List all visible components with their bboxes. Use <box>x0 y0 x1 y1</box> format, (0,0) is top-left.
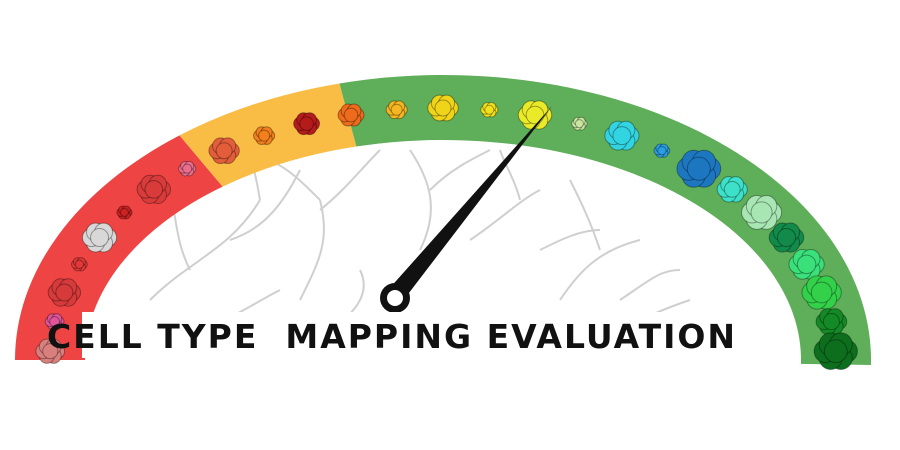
cell <box>74 259 85 270</box>
cell <box>823 339 848 364</box>
cell <box>299 116 314 131</box>
cell <box>612 126 632 146</box>
cell <box>42 343 59 360</box>
cell <box>144 180 164 199</box>
cell <box>182 163 193 174</box>
cell <box>525 105 545 125</box>
cell <box>390 103 403 116</box>
cell <box>750 201 773 224</box>
cell <box>434 99 452 117</box>
cell <box>723 180 741 198</box>
cell <box>657 146 667 156</box>
cell <box>484 104 495 115</box>
needle-pointer <box>388 106 552 302</box>
cell <box>49 316 61 327</box>
cell <box>796 254 817 275</box>
cell <box>810 281 833 304</box>
cell <box>776 227 797 248</box>
title: CELL TYPE MAPPING EVALUATION <box>47 317 737 356</box>
cell <box>574 119 584 129</box>
neuron-branches <box>149 139 691 331</box>
cell <box>215 142 233 160</box>
needle-pivot-hole <box>387 290 403 306</box>
cell <box>686 156 711 181</box>
title-backdrop <box>82 312 702 358</box>
cell-clusters <box>35 94 858 371</box>
cell <box>119 207 129 217</box>
cell <box>822 313 840 331</box>
cell <box>90 228 110 248</box>
cell <box>343 107 359 123</box>
cell <box>258 129 271 142</box>
cell <box>55 283 74 302</box>
needle <box>380 106 552 313</box>
